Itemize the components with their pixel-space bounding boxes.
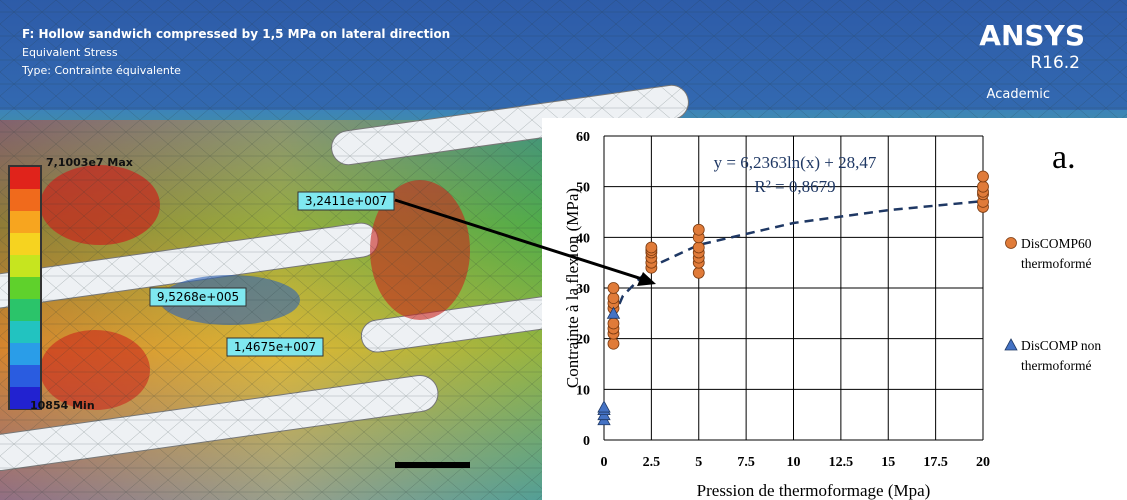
probe-label: 3,2411e+007 <box>305 194 387 208</box>
legend-band <box>10 299 40 321</box>
probe-label: 9,5268e+005 <box>157 290 239 304</box>
version: R16.2 <box>1030 53 1080 73</box>
legend-line: thermoformé <box>1021 256 1091 271</box>
point <box>597 400 611 413</box>
legend-band <box>10 387 40 409</box>
legend-label: DisCOMP non thermoformé <box>1021 338 1101 373</box>
point <box>607 282 620 294</box>
y-tick-label: 60 <box>576 130 590 145</box>
point <box>645 241 658 254</box>
x-tick-label: 2.5 <box>643 455 661 470</box>
y-tick-label: 0 <box>583 434 590 449</box>
arrow <box>394 198 656 286</box>
y-tick-label: 40 <box>576 231 590 246</box>
y-tick-label: 30 <box>576 282 590 297</box>
x-tick-label: 10 <box>787 455 801 470</box>
legend-line: DisCOMP60 <box>1021 236 1092 251</box>
x-tick-label: 12.5 <box>829 455 854 470</box>
annotation: y = 6,2363ln(x) + 28,47 <box>714 153 877 172</box>
trendline <box>612 199 984 319</box>
point <box>692 241 705 254</box>
fea-header: F: Hollow sandwich compressed by 1,5 MPa… <box>21 19 1085 102</box>
legend-marker <box>1005 237 1017 249</box>
color-legend: 7,1003e7 Max 10854 Min <box>8 156 133 412</box>
point <box>977 180 989 193</box>
legend-band <box>10 277 40 299</box>
point <box>607 292 620 305</box>
legend-band <box>10 255 40 277</box>
y-axis-label: Contrainte à la flexion (MPa) <box>563 188 582 388</box>
point <box>607 337 620 350</box>
legend-marker <box>1004 338 1018 351</box>
probe-label: 1,4675e+007 <box>234 340 316 354</box>
point <box>606 306 621 319</box>
chart: 0 10 20 30 40 50 60 0 2.5 5 7.5 10 12.5 15 17.5 20 Press… <box>563 130 1101 500</box>
logo: ANSYS <box>979 19 1085 52</box>
y-tick-label: 20 <box>576 333 590 348</box>
fea-title: F: Hollow sandwich compressed by 1,5 MPa… <box>22 27 450 41</box>
license: Academic <box>987 87 1050 102</box>
point <box>977 170 989 183</box>
legend-band <box>10 321 40 343</box>
legend-band <box>10 211 40 233</box>
legend-band <box>10 365 40 387</box>
x-tick-label: 15 <box>881 455 895 470</box>
legend-min: 10854 Min <box>30 399 95 412</box>
x-tick-label: 7.5 <box>737 455 755 470</box>
x-tick-label: 17.5 <box>923 455 948 470</box>
x-tick-label: 5 <box>695 455 702 470</box>
fea-type: Type: Contrainte équivalente <box>21 64 181 77</box>
y-tick-label: 50 <box>576 181 590 196</box>
probes: 3,2411e+007 9,5268e+005 1,4675e+007 <box>149 191 395 357</box>
legend-band <box>10 167 40 189</box>
chart-panel <box>542 118 1127 500</box>
y-tick-label: 10 <box>576 383 590 398</box>
legend-band <box>10 343 40 365</box>
legend-band <box>10 233 40 255</box>
panel-label: a. <box>1052 139 1076 176</box>
legend-band <box>10 189 40 211</box>
point <box>692 266 705 279</box>
annotation: R² = 0,8679 <box>754 177 835 196</box>
x-tick-label: 20 <box>976 455 990 470</box>
legend-line: DisCOMP non <box>1021 338 1101 353</box>
point <box>607 317 620 330</box>
legend-label: DisCOMP60 thermoformé <box>1021 236 1092 271</box>
legend-line: thermoformé <box>1021 358 1091 373</box>
fea-subtitle: Equivalent Stress <box>22 46 118 59</box>
x-axis-label: Pression de thermoformage (Mpa) <box>697 481 931 500</box>
point <box>692 223 705 236</box>
x-tick-label: 0 <box>601 455 608 470</box>
legend-max: 7,1003e7 Max <box>46 156 133 169</box>
